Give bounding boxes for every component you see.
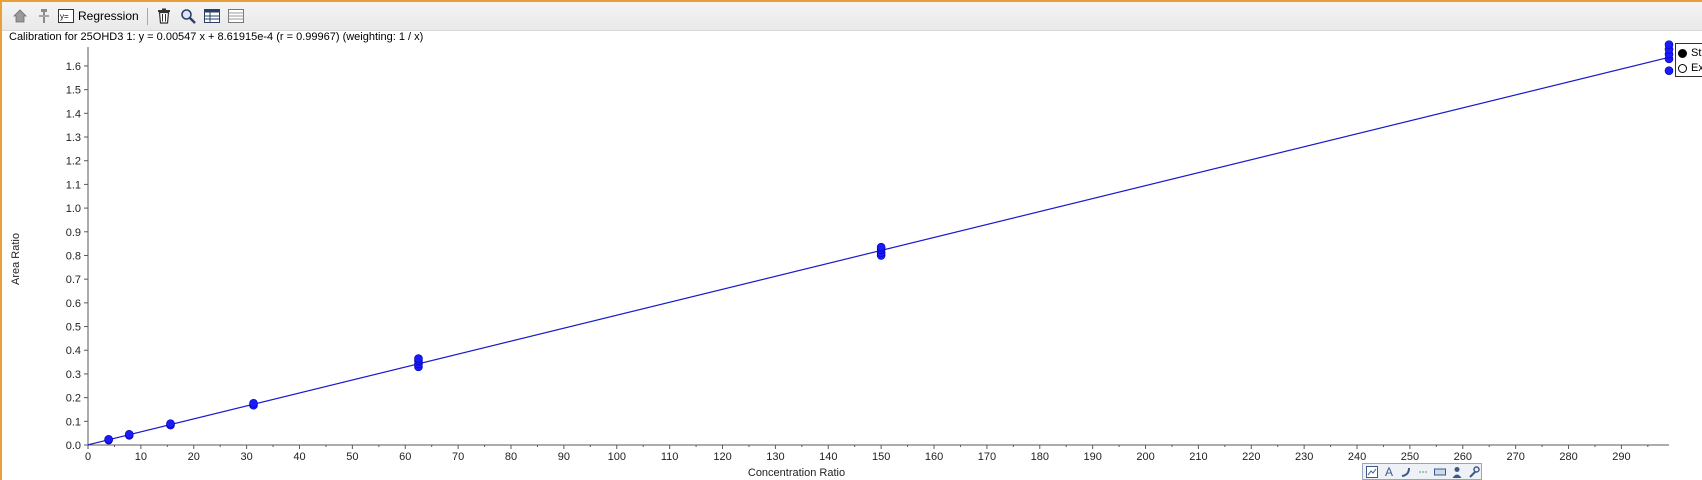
y-tick-label: 0.2 (66, 393, 81, 405)
x-tick-label: 180 (1031, 451, 1049, 463)
y-tick-label: 1.5 (66, 85, 81, 97)
chart-legend: St Ex (1675, 43, 1702, 77)
x-tick-label: 60 (399, 451, 411, 463)
keyboard-icon[interactable] (1434, 466, 1446, 478)
x-tick-label: 260 (1454, 451, 1472, 463)
x-tick-label: 110 (661, 451, 679, 463)
y-tick-label: 1.4 (66, 108, 81, 120)
svg-text:y=: y= (60, 12, 69, 21)
y-tick-label: 0.3 (66, 369, 81, 381)
toolbar-separator (147, 8, 148, 25)
wrench-icon[interactable] (1468, 465, 1480, 478)
data-point (876, 242, 886, 252)
zoom-icon[interactable] (178, 6, 198, 26)
regression-label: Regression (78, 9, 139, 23)
curve-icon[interactable] (1400, 466, 1412, 478)
x-tick-label: 190 (1083, 451, 1101, 463)
x-tick-label: 130 (766, 451, 784, 463)
chart-icon[interactable] (1366, 465, 1378, 478)
y-tick-label: 0.5 (66, 322, 81, 334)
x-tick-label: 30 (241, 451, 253, 463)
text-icon[interactable]: A (1384, 464, 1393, 479)
window-frame-left (0, 0, 2, 480)
y-tick-label: 0.9 (66, 227, 81, 239)
y-axis-label: Area Ratio (10, 233, 22, 285)
x-tick-label: 280 (1559, 451, 1577, 463)
legend-item-st: St (1678, 46, 1701, 60)
table-icon[interactable] (202, 6, 222, 26)
x-tick-label: 120 (713, 451, 731, 463)
x-tick-label: 70 (452, 451, 464, 463)
window-frame-top (0, 0, 1702, 2)
legend-item-ex: Ex (1678, 61, 1702, 75)
y-tick-label: 1.3 (66, 132, 81, 144)
data-point (414, 354, 423, 363)
open-circle-icon (1678, 63, 1687, 73)
person-icon[interactable] (1451, 466, 1463, 478)
toolbar: y= Regression (2, 2, 1702, 31)
y-tick-label: 0.7 (66, 274, 81, 286)
y-tick-label: 0.0 (66, 440, 81, 452)
list-icon[interactable] (226, 6, 246, 26)
x-tick-label: 40 (293, 451, 305, 463)
x-tick-label: 10 (135, 451, 147, 463)
data-points (104, 40, 1674, 445)
y-tick-label: 1.2 (66, 156, 81, 168)
y-tick-label: 0.8 (66, 250, 81, 262)
x-tick-label: 230 (1295, 451, 1313, 463)
trash-icon[interactable] (155, 6, 173, 26)
y-tick-label: 1.6 (66, 61, 81, 73)
x-tick-label: 210 (1189, 451, 1207, 463)
data-point (249, 399, 258, 408)
data-point (104, 435, 113, 444)
filled-circle-icon (1678, 48, 1687, 58)
regression-button[interactable]: y= Regression (58, 6, 139, 26)
data-point (124, 430, 134, 439)
x-tick-label: 250 (1401, 451, 1419, 463)
data-point (1664, 40, 1674, 49)
dots-icon[interactable] (1417, 466, 1429, 478)
home-icon[interactable] (10, 6, 30, 26)
y-tick-label: 0.1 (66, 416, 81, 428)
data-point (1664, 66, 1674, 75)
chart-axes: 0 10 20 30 40 50 60 70 80 90 100 110 120 130 140 150 160… (10, 47, 1669, 479)
pin-icon[interactable] (34, 6, 54, 26)
chart-title: Calibration for 25OHD3 1: y = 0.00547 x … (9, 31, 424, 43)
legend-label: St (1691, 47, 1702, 59)
y-tick-label: 1.1 (66, 179, 81, 191)
x-tick-label: 140 (819, 451, 837, 463)
x-tick-label: 240 (1348, 451, 1366, 463)
mini-toolbar: A (1362, 463, 1482, 480)
x-tick-label: 0 (85, 451, 91, 463)
x-tick-label: 90 (558, 451, 570, 463)
x-tick-label: 20 (188, 451, 200, 463)
x-tick-label: 150 (872, 451, 890, 463)
data-point (166, 419, 175, 428)
y-tick-label: 0.4 (66, 345, 81, 357)
x-tick-label: 290 (1612, 451, 1630, 463)
y-tick-label: 1.0 (66, 203, 81, 215)
x-tick-label: 80 (505, 451, 517, 463)
legend-label: Ex (1691, 62, 1702, 74)
x-tick-label: 170 (978, 451, 996, 463)
y-tick-label: 0.6 (66, 298, 81, 310)
x-tick-label: 50 (346, 451, 358, 463)
x-tick-label: 100 (608, 451, 626, 463)
x-tick-label: 270 (1506, 451, 1524, 463)
x-tick-label: 160 (925, 451, 943, 463)
regression-icon: y= (58, 9, 74, 23)
x-tick-label: 200 (1136, 451, 1154, 463)
x-axis-label: Concentration Ratio (748, 467, 845, 479)
x-tick-label: 220 (1242, 451, 1260, 463)
